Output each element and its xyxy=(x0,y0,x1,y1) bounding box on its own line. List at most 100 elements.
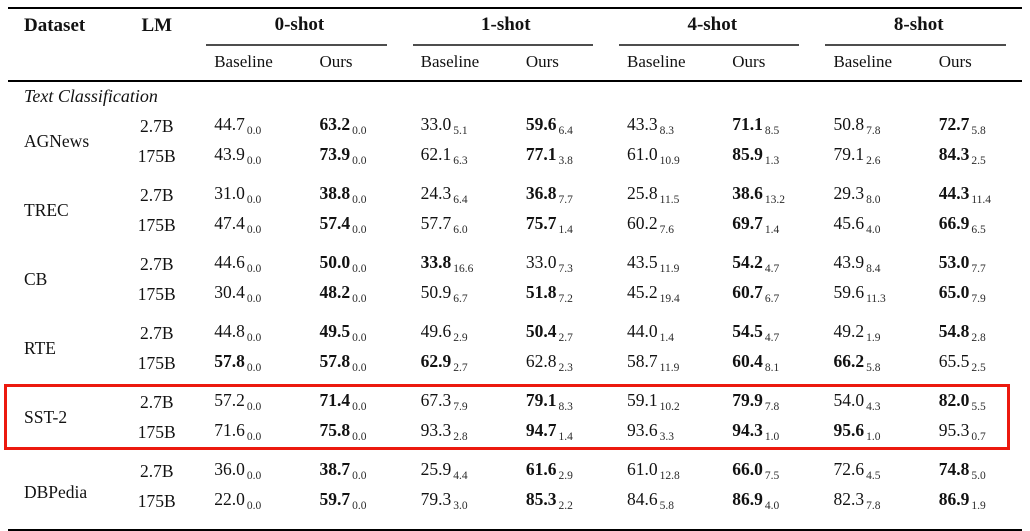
score-value: 24.3 xyxy=(420,183,452,203)
score-std: 12.8 xyxy=(659,470,680,482)
score-value: 44.0 xyxy=(627,321,658,341)
score-std: 0.0 xyxy=(352,263,367,275)
score-value: 62.1 xyxy=(420,144,452,164)
score-cell: 43.9 8.4 xyxy=(815,249,920,279)
score-value: 36.0 xyxy=(214,459,245,479)
score-value: 79.9 xyxy=(732,390,763,410)
group-header-label: 8-shot xyxy=(893,14,944,35)
score-value: 30.4 xyxy=(214,282,245,302)
score-cell: 44.6 0.0 xyxy=(196,249,301,279)
score-value: 54.8 xyxy=(938,321,970,341)
score-cell: 93.3 2.8 xyxy=(403,417,508,447)
score-cell: 59.6 11.3 xyxy=(815,279,920,309)
score-value: 94.3 xyxy=(732,420,763,440)
score-cell: 44.3 11.4 xyxy=(921,180,1022,210)
dataset-cell: AGNews xyxy=(24,130,90,151)
score-cell: 59.1 10.2 xyxy=(609,387,714,417)
score-cell: 57.8 0.0 xyxy=(301,348,402,378)
score-cell: 57.8 0.0 xyxy=(196,348,301,378)
score-cell: 61.0 12.8 xyxy=(609,456,714,486)
score-value: 57.4 xyxy=(319,213,351,233)
table-row: TREC 2.7B 31.0 0.0 38.8 0.0 24.3 6.4 36.8 7.7 25.8… xyxy=(8,180,1022,220)
score-std: 0.0 xyxy=(352,401,367,413)
score-cell: 66.0 7.5 xyxy=(714,456,815,486)
score-cell: 62.8 2.3 xyxy=(508,348,609,378)
score-value: 50.4 xyxy=(525,321,557,341)
score-value: 57.8 xyxy=(319,351,351,371)
score-value: 65.0 xyxy=(938,282,970,302)
score-std: 2.9 xyxy=(453,332,468,344)
score-cell: 73.9 0.0 xyxy=(301,141,402,171)
lm-cell: 175B xyxy=(137,214,176,235)
score-cell: 44.7 0.0 xyxy=(196,111,301,141)
score-value: 44.3 xyxy=(938,183,970,203)
score-std: 1.0 xyxy=(764,431,780,443)
dataset-cell: DBPedia xyxy=(24,482,88,502)
score-cell: 50.4 2.7 xyxy=(508,318,609,348)
score-value: 69.7 xyxy=(732,213,763,233)
table-row: RTE 2.7B 44.8 0.0 49.5 0.0 49.6 2.9 50.4 2.7 44.0 1… xyxy=(8,318,1022,358)
score-value: 93.3 xyxy=(420,420,452,440)
group-header-8shot: 8-shot xyxy=(815,9,1022,46)
score-std: 8.5 xyxy=(764,125,780,137)
paper-results-table-page: Dataset LM 0-shot 1-shot 4-shot 8-shot Baselin… xyxy=(4,7,1022,531)
score-cell: 79.9 7.8 xyxy=(714,387,815,417)
score-value: 95.6 xyxy=(833,420,865,440)
score-std: 2.7 xyxy=(558,332,573,344)
score-value: 43.5 xyxy=(627,252,658,272)
score-value: 79.1 xyxy=(833,144,865,164)
score-cell: 43.9 0.0 xyxy=(196,141,301,171)
score-value: 67.3 xyxy=(420,390,452,410)
score-value: 49.6 xyxy=(420,321,452,341)
score-value: 61.6 xyxy=(525,459,557,479)
score-cell: 54.8 2.8 xyxy=(921,318,1022,348)
table-row: SST-2 2.7B 57.2 0.0 71.4 0.0 67.3 7.9 79.1 8.3 59.… xyxy=(8,387,1022,427)
score-cell: 74.8 5.0 xyxy=(921,456,1022,486)
score-cell: 33.8 16.6 xyxy=(403,249,508,279)
score-cell: 62.1 6.3 xyxy=(403,141,508,171)
score-cell: 75.8 0.0 xyxy=(301,417,402,447)
score-cell: 48.2 0.0 xyxy=(301,279,402,309)
score-cell: 38.6 13.2 xyxy=(714,180,815,210)
score-std: 0.0 xyxy=(246,332,262,344)
score-std: 11.3 xyxy=(866,293,886,305)
score-std: 5.8 xyxy=(971,125,986,137)
score-std: 10.2 xyxy=(659,401,680,413)
score-std: 4.7 xyxy=(764,332,780,344)
score-std: 2.9 xyxy=(558,470,573,482)
score-value: 73.9 xyxy=(319,144,351,164)
score-std: 5.8 xyxy=(659,500,675,512)
lm-cell: 175B xyxy=(137,490,176,511)
score-std: 4.4 xyxy=(453,470,468,482)
score-value: 66.9 xyxy=(938,213,970,233)
subheader-ours: Ours xyxy=(920,46,1022,82)
score-value: 71.6 xyxy=(214,420,245,440)
score-std: 1.0 xyxy=(866,431,881,443)
score-cell: 57.4 0.0 xyxy=(301,210,402,240)
score-cell: 54.5 4.7 xyxy=(714,318,815,348)
score-value: 66.2 xyxy=(833,351,865,371)
score-cell: 51.8 7.2 xyxy=(508,279,609,309)
score-cell: 50.9 6.7 xyxy=(403,279,508,309)
score-cell: 22.0 0.0 xyxy=(196,486,301,529)
score-value: 59.6 xyxy=(525,114,557,134)
score-std: 0.0 xyxy=(352,155,367,167)
score-value: 45.6 xyxy=(833,213,865,233)
score-cell: 25.9 4.4 xyxy=(403,456,508,486)
score-std: 8.3 xyxy=(659,125,675,137)
score-cell: 61.0 10.9 xyxy=(609,141,714,171)
score-value: 50.8 xyxy=(833,114,865,134)
score-std: 2.7 xyxy=(453,362,468,374)
score-cell: 53.0 7.7 xyxy=(921,249,1022,279)
score-value: 74.8 xyxy=(938,459,970,479)
score-std: 6.4 xyxy=(558,125,573,137)
score-std: 0.0 xyxy=(352,332,367,344)
score-value: 79.1 xyxy=(525,390,557,410)
score-std: 0.0 xyxy=(246,470,262,482)
score-std: 5.8 xyxy=(866,362,881,374)
score-cell: 62.9 2.7 xyxy=(403,348,508,378)
score-std: 1.9 xyxy=(971,500,986,512)
score-cell: 38.7 0.0 xyxy=(301,456,402,486)
score-std: 1.4 xyxy=(558,431,573,443)
score-value: 71.1 xyxy=(732,114,763,134)
